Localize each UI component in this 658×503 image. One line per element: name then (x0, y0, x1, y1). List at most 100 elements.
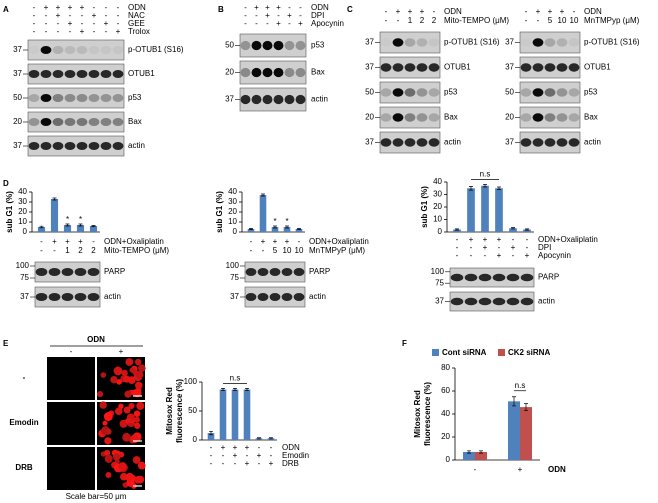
condition-sign: 1 (408, 16, 413, 25)
bar (520, 407, 532, 460)
band (28, 118, 40, 126)
band (428, 138, 440, 147)
condition-sign: - (210, 443, 213, 452)
condition-sign: - (246, 451, 249, 460)
band (281, 268, 293, 276)
condition-sign: - (277, 11, 280, 20)
bar (475, 451, 487, 460)
cell (125, 418, 131, 424)
y-tick-label: 20 (228, 207, 237, 216)
band (100, 118, 112, 126)
band (520, 273, 534, 282)
band (64, 118, 76, 126)
mw-marker: 37 (230, 292, 239, 301)
mw-marker: 50 (13, 93, 22, 102)
cell (137, 461, 146, 470)
bar (207, 433, 215, 440)
band (262, 94, 273, 105)
mw-marker: 37 (225, 95, 234, 104)
panel-label: B (218, 5, 224, 14)
cell (123, 406, 131, 414)
band (240, 94, 251, 105)
cell (103, 412, 113, 422)
band (544, 38, 556, 47)
band (544, 88, 556, 97)
y-tick-label: 20 (18, 207, 27, 216)
x-tick-label: - (474, 465, 477, 474)
condition-sign: 10 (558, 16, 567, 25)
condition-sign: 10 (295, 246, 304, 255)
band (532, 38, 544, 47)
condition-sign: - (255, 19, 258, 28)
band (293, 268, 305, 276)
condition-sign: - (298, 237, 301, 246)
band (273, 67, 284, 78)
band (404, 63, 416, 72)
band (262, 67, 273, 78)
condition-sign: - (258, 459, 261, 468)
cell (130, 434, 139, 444)
band (52, 118, 64, 126)
panel-label: A (3, 5, 9, 14)
condition-sign: + (233, 443, 238, 452)
condition-sign: + (221, 443, 226, 452)
condition-sign: + (80, 27, 85, 36)
condition-sign: - (526, 243, 529, 252)
bracket-label: n.s (515, 381, 526, 390)
mw-marker: 50 (505, 88, 514, 97)
condition-sign: + (469, 235, 474, 244)
panel-label: E (3, 339, 9, 348)
condition-sign: 5 (548, 16, 553, 25)
band (40, 94, 52, 102)
bracket-label: n.s (230, 373, 241, 382)
condition-sign: + (396, 7, 401, 16)
panel-label: F (402, 339, 407, 348)
condition-sign: - (105, 27, 108, 36)
y-tick-label: 10 (18, 217, 27, 226)
condition-sign: + (548, 7, 553, 16)
condition-sign: - (33, 27, 36, 36)
cell (134, 381, 143, 390)
blot-name: Bax (128, 117, 142, 126)
condition-sign: + (497, 235, 502, 244)
condition-sign: 5 (273, 246, 278, 255)
condition-sign: 1 (65, 246, 70, 255)
band (428, 63, 440, 72)
row-label: DRB (15, 463, 33, 472)
condition-sign: + (104, 19, 109, 28)
y-tick-label: 60 (441, 386, 450, 395)
column-title: ODN (87, 335, 105, 344)
condition-sign: - (33, 11, 36, 20)
condition-name: DPI (311, 11, 324, 20)
mw-marker: 20 (13, 117, 22, 126)
error-bar (285, 225, 289, 229)
error-bar (525, 228, 529, 231)
blot-name: actin (128, 141, 145, 150)
cell (125, 472, 135, 482)
y-tick-label: 40 (441, 409, 450, 418)
condition-sign: - (93, 19, 96, 28)
y-tick-label: 10 (433, 215, 442, 224)
blot-name: actin (311, 95, 328, 104)
cell (134, 477, 141, 484)
band (392, 88, 404, 97)
condition-sign: + (276, 19, 281, 28)
condition-sign: + (56, 3, 61, 12)
band (568, 88, 580, 97)
band (76, 94, 88, 102)
band (74, 268, 87, 276)
error-bar (52, 197, 57, 201)
bar (463, 451, 475, 460)
band (568, 38, 580, 47)
band (100, 142, 112, 150)
cell (96, 390, 104, 398)
blot-name: PARP (309, 267, 330, 276)
condition-sign: - (210, 459, 213, 468)
condition-name: Apocynin (311, 19, 344, 28)
error-bar (261, 193, 265, 197)
condition-sign: 2 (432, 16, 437, 25)
band (281, 293, 293, 301)
condition-sign: + (116, 27, 121, 36)
condition-name: ODN (584, 7, 602, 16)
band (404, 38, 416, 47)
